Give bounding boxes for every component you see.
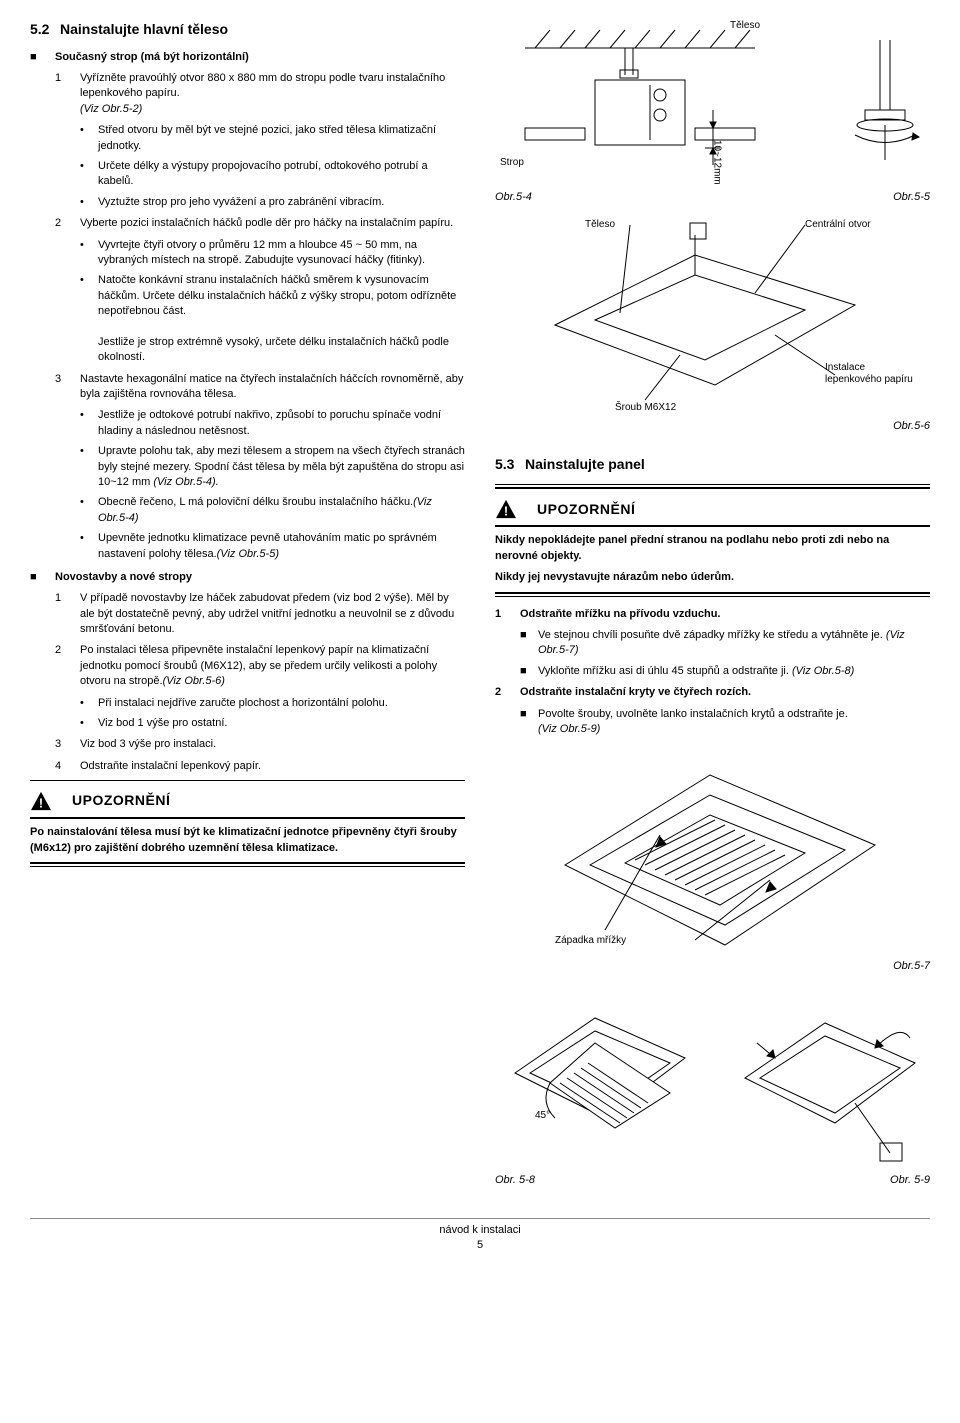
- footer-text: návod k instalaci: [30, 1223, 930, 1238]
- figure-5-8-5-9: 45°: [495, 983, 930, 1173]
- figure-5-9-svg: [725, 983, 930, 1173]
- subheading-current-ceiling: ■ Současný strop (má být horizontální): [30, 50, 465, 65]
- bullet-3-3: •Obecně řečeno, L má poloviční délku šro…: [80, 495, 465, 526]
- page-number: 5: [30, 1238, 930, 1253]
- warning-heading-left: ! UPOZORNĚNÍ: [30, 791, 465, 811]
- warning-body-right-2: Nikdy jej nevystavujte nárazům nebo úder…: [495, 570, 930, 585]
- svg-text:45°: 45°: [535, 1110, 550, 1121]
- section-5-2-heading: 5.2 Nainstalujte hlavní těleso: [30, 20, 465, 40]
- svg-text:Centrální otvor: Centrální otvor: [805, 219, 871, 230]
- new-bullet-2-1: •Při instalaci nejdříve zaručte plochost…: [80, 696, 465, 711]
- section-title: Nainstalujte hlavní těleso: [60, 20, 228, 40]
- figure-5-6: Těleso Centrální otvor Šroub M6X12 Insta…: [495, 215, 925, 415]
- bullet-2-2: •Natočte konkávní stranu instalačních há…: [80, 273, 465, 365]
- bullet-2-1: •Vyvrtejte čtyři otvory o průměru 12 mm …: [80, 238, 465, 269]
- figure-5-8-svg: 45°: [495, 983, 700, 1173]
- figure-5-8-5-9-labels: Obr. 5-8 Obr. 5-9: [495, 1173, 930, 1188]
- warning-heading-right: ! UPOZORNĚNÍ: [495, 499, 930, 519]
- figure-5-7: Západka mřížky: [495, 745, 925, 955]
- svg-text:!: !: [504, 504, 508, 519]
- figure-5-6-label: Obr.5-6: [495, 419, 930, 434]
- new-step-2: 2Po instalaci tělesa připevněte instalač…: [55, 643, 465, 689]
- new-bullet-2-2: •Viz bod 1 výše pro ostatní.: [80, 716, 465, 731]
- left-column: 5.2 Nainstalujte hlavní těleso ■ Současn…: [30, 20, 465, 1188]
- panel-bullet-1-2: ■Vykloňte mřížku asi di úhlu 45 stupňů a…: [520, 664, 930, 679]
- panel-bullet-2-1: ■Povolte šrouby, uvolněte lanko instalač…: [520, 707, 930, 738]
- svg-text:!: !: [39, 796, 43, 811]
- new-step-1: 1V případě novostavby lze háček zabudova…: [55, 591, 465, 637]
- warning-icon: !: [30, 791, 52, 811]
- step-2: 2 Vyberte pozici instalačních háčků podl…: [55, 216, 465, 231]
- right-column: Těleso Strop 10~12mm Obr.5-4 Obr.5-5: [495, 20, 930, 1188]
- new-step-3: 3Viz bod 3 výše pro instalaci.: [55, 737, 465, 752]
- panel-step-2: 2Odstraňte instalační kryty ve čtyřech r…: [495, 685, 930, 700]
- svg-text:10~12mm: 10~12mm: [712, 140, 723, 185]
- bullet-1-1: •Střed otvoru by měl být ve stejné pozic…: [80, 123, 465, 154]
- svg-text:Těleso: Těleso: [585, 219, 615, 230]
- svg-text:Těleso: Těleso: [730, 20, 760, 31]
- bullet-1-3: •Vyztužte strop pro jeho vyvážení a pro …: [80, 195, 465, 210]
- figure-5-4-5-5-labels: Obr.5-4 Obr.5-5: [495, 190, 930, 205]
- bullet-3-4: •Upevněte jednotku klimatizace pevně uta…: [80, 531, 465, 562]
- step-3: 3 Nastavte hexagonální matice na čtyřech…: [55, 372, 465, 403]
- section-number: 5.2: [30, 20, 60, 40]
- figure-5-7-label: Obr.5-7: [495, 959, 930, 974]
- page-footer: návod k instalaci 5: [30, 1218, 930, 1254]
- svg-text:Šroub M6X12: Šroub M6X12: [615, 400, 677, 413]
- bullet-1-2: •Určete délky a výstupy propojovacího po…: [80, 159, 465, 190]
- bullet-3-1: •Jestliže je odtokové potrubí nakřivo, z…: [80, 408, 465, 439]
- subheading-new-buildings: ■ Novostavby a nové stropy: [30, 570, 465, 585]
- warning-icon: !: [495, 499, 517, 519]
- svg-text:Strop: Strop: [500, 157, 524, 168]
- bullet-3-2: •Upravte polohu tak, aby mezi tělesem a …: [80, 444, 465, 490]
- panel-bullet-1-1: ■Ve stejnou chvíli posuňte dvě západky m…: [520, 628, 930, 659]
- ref-5-2: (Viz Obr.5-2): [80, 103, 142, 115]
- figure-5-4-5-5: Těleso Strop 10~12mm: [495, 20, 925, 190]
- panel-step-1: 1Odstraňte mřížku na přívodu vzduchu.: [495, 607, 930, 622]
- warning-body-right-1: Nikdy nepokládejte panel přední stranou …: [495, 533, 930, 564]
- step-1: 1 Vyřízněte pravoúhlý otvor 880 x 880 mm…: [55, 71, 465, 117]
- svg-text:Instalacelepenkového papíru: Instalacelepenkového papíru: [825, 362, 913, 385]
- svg-text:Západka mřížky: Západka mřížky: [555, 935, 626, 946]
- section-5-3-heading: 5.3 Nainstalujte panel: [495, 455, 930, 475]
- warning-body-left: Po nainstalování tělesa musí být ke klim…: [30, 825, 465, 856]
- new-step-4: 4Odstraňte instalační lepenkový papír.: [55, 759, 465, 774]
